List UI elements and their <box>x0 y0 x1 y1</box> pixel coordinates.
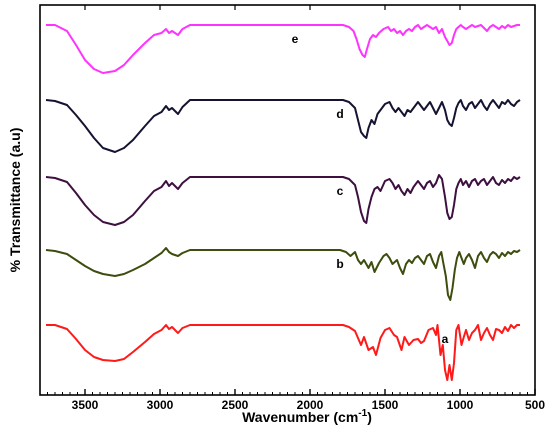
x-tick-label: 500 <box>525 398 545 412</box>
series-label-d: d <box>336 107 343 121</box>
series-label-b: b <box>336 257 343 271</box>
x-tick-label: 1500 <box>372 398 399 412</box>
x-axis-title-sup: -1 <box>358 408 367 419</box>
series-line-c <box>45 174 521 226</box>
x-tick-label: 2500 <box>222 398 249 412</box>
x-tick-label: 1000 <box>447 398 474 412</box>
x-tick-label: 2000 <box>297 398 324 412</box>
series-label-e: e <box>292 32 299 46</box>
series-layer <box>45 24 521 381</box>
x-tick-label: 3500 <box>72 398 99 412</box>
series-line-a <box>46 324 520 381</box>
x-axis-title-main: Wavenumber (cm <box>242 409 358 425</box>
x-axis-title: Wavenumber (cm-1) <box>242 408 372 425</box>
x-axis-title-close: ) <box>367 409 372 425</box>
y-axis-title: % Transmittance (a.u) <box>7 128 23 273</box>
series-label-c: c <box>337 184 344 198</box>
series-line-e <box>46 24 520 74</box>
x-axis-ticks: 3500 3000 2500 2000 1500 1000 500 <box>47 5 545 412</box>
x-tick-label: 3000 <box>147 398 174 412</box>
series-labels: a b c d e <box>292 32 449 346</box>
series-line-d <box>45 99 521 153</box>
series-line-b <box>45 247 521 301</box>
series-label-a: a <box>442 332 449 346</box>
